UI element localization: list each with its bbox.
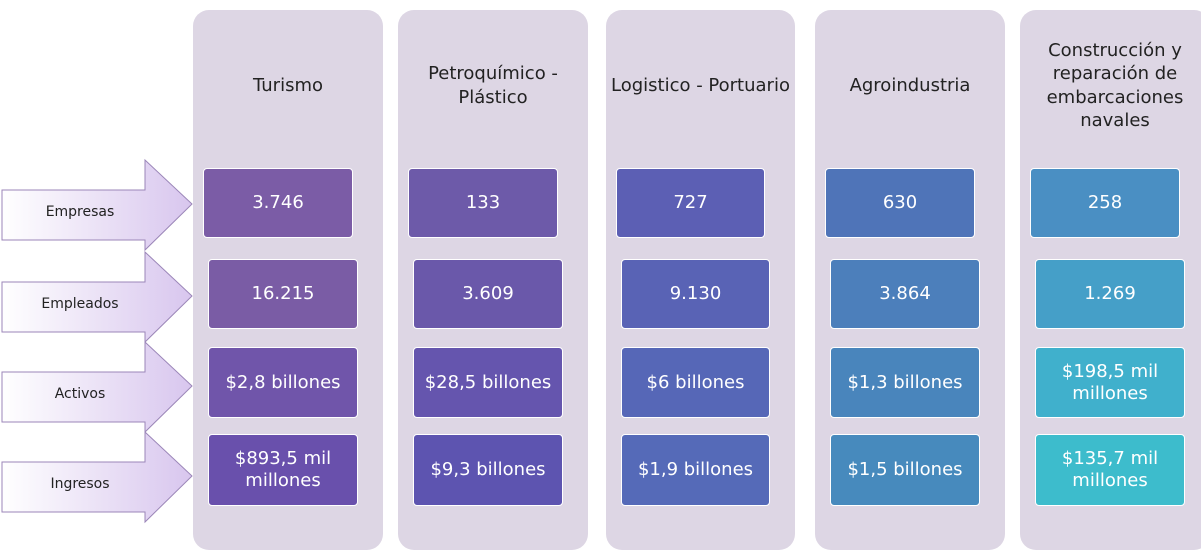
value-box: $9,3 billones [413, 434, 563, 506]
row-label: Empleados [41, 296, 119, 312]
value-box: 133 [408, 168, 558, 238]
value-box: $2,8 billones [208, 347, 358, 418]
value-box: $198,5 mil millones [1035, 347, 1185, 418]
value-box: $1,3 billones [830, 347, 980, 418]
value-box: $1,5 billones [830, 434, 980, 506]
column-header: Turismo [253, 74, 323, 96]
value-box: 3.609 [413, 259, 563, 329]
value-box: $135,7 mil millones [1035, 434, 1185, 506]
row-label: Activos [54, 386, 106, 402]
value-box: $6 billones [621, 347, 770, 418]
value-box: 630 [825, 168, 975, 238]
page: {"row_labels": ["Empresas", "Empleados",… [1, 10, 1201, 550]
row-label: Empresas [45, 204, 115, 220]
value-box: 9.130 [621, 259, 770, 329]
row-arrow [1, 340, 193, 434]
column-header: Logistico - Portuario [611, 74, 790, 96]
value-box: 1.269 [1035, 259, 1185, 329]
arrows [1, 158, 193, 524]
row-arrow [1, 250, 193, 344]
column-header: Petroquímico - Plástico [428, 63, 558, 108]
column-header: Construcción y reparación de embarcacion… [1046, 39, 1184, 131]
row-label: Ingresos [50, 476, 110, 492]
column-header: Agroindustria [849, 74, 971, 96]
value-box: 3.864 [830, 259, 980, 329]
value-box: 3.746 [203, 168, 353, 238]
value-box: $893,5 mil millones [208, 434, 358, 506]
row-arrow [1, 158, 193, 252]
row-arrow [1, 430, 193, 524]
value-box: 258 [1030, 168, 1180, 238]
value-box: $1,9 billones [621, 434, 770, 506]
value-box: 16.215 [208, 259, 358, 329]
value-box: $28,5 billones [413, 347, 563, 418]
value-box: 727 [616, 168, 765, 238]
